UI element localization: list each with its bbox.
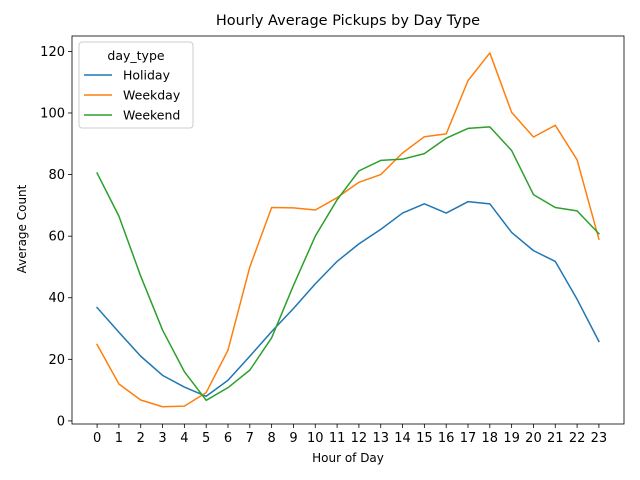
x-tick-label: 19: [503, 431, 520, 446]
series-line-weekday: [96, 52, 600, 408]
x-tick-label: 20: [525, 431, 542, 446]
series-line-holiday: [96, 200, 600, 398]
legend-label-weekend: Weekend: [123, 108, 180, 123]
x-tick-label: 3: [158, 431, 166, 446]
x-tick-label: 0: [93, 431, 101, 446]
y-tick-label: 0: [57, 414, 65, 429]
y-tick-label: 100: [40, 106, 65, 121]
x-tick-label: 15: [416, 431, 433, 446]
y-tick-label: 80: [48, 168, 65, 183]
x-tick-label: 12: [351, 431, 368, 446]
x-tick-label: 2: [137, 431, 145, 446]
x-tick-label: 10: [307, 431, 324, 446]
y-tick-label: 120: [40, 45, 65, 60]
x-tick-label: 7: [246, 431, 254, 446]
x-tick-label: 9: [289, 431, 297, 446]
y-tick-label: 40: [48, 291, 65, 306]
legend-label-weekday: Weekday: [123, 88, 181, 103]
axes-frame: [71, 35, 625, 425]
y-tick-label: 20: [48, 353, 65, 368]
x-axis-label: Hour of Day: [312, 451, 384, 465]
x-tick-label: 5: [202, 431, 210, 446]
series-line-weekend: [96, 126, 600, 402]
plot-area: 0 1 2 3 4 5 6 7 8 9 10 11 12 13 14 15 16 17 18 19 20 21 22 2302…: [40, 35, 625, 446]
x-tick-label: 18: [482, 431, 499, 446]
x-tick-label: 16: [438, 431, 455, 446]
x-tick-label: 1: [115, 431, 123, 446]
x-tick-label: 22: [569, 431, 586, 446]
legend-title: day_type: [107, 48, 164, 63]
legend-label-holiday: Holiday: [123, 68, 171, 83]
legend-box: [78, 41, 194, 129]
x-tick-label: 4: [180, 431, 188, 446]
x-tick-label: 21: [547, 431, 564, 446]
x-tick-label: 14: [394, 431, 411, 446]
y-tick-label: 60: [48, 230, 65, 245]
y-axis-label: Average Count: [15, 184, 29, 273]
x-tick-label: 11: [329, 431, 346, 446]
x-tick-label: 17: [460, 431, 477, 446]
chart-title: Hourly Average Pickups by Day Type: [216, 13, 480, 29]
legend: day_type Holiday Weekday Weekend: [78, 41, 194, 129]
x-tick-label: 13: [372, 431, 389, 446]
x-tick-label: 6: [224, 431, 232, 446]
x-tick-label: 8: [267, 431, 275, 446]
x-tick-label: 23: [591, 431, 608, 446]
